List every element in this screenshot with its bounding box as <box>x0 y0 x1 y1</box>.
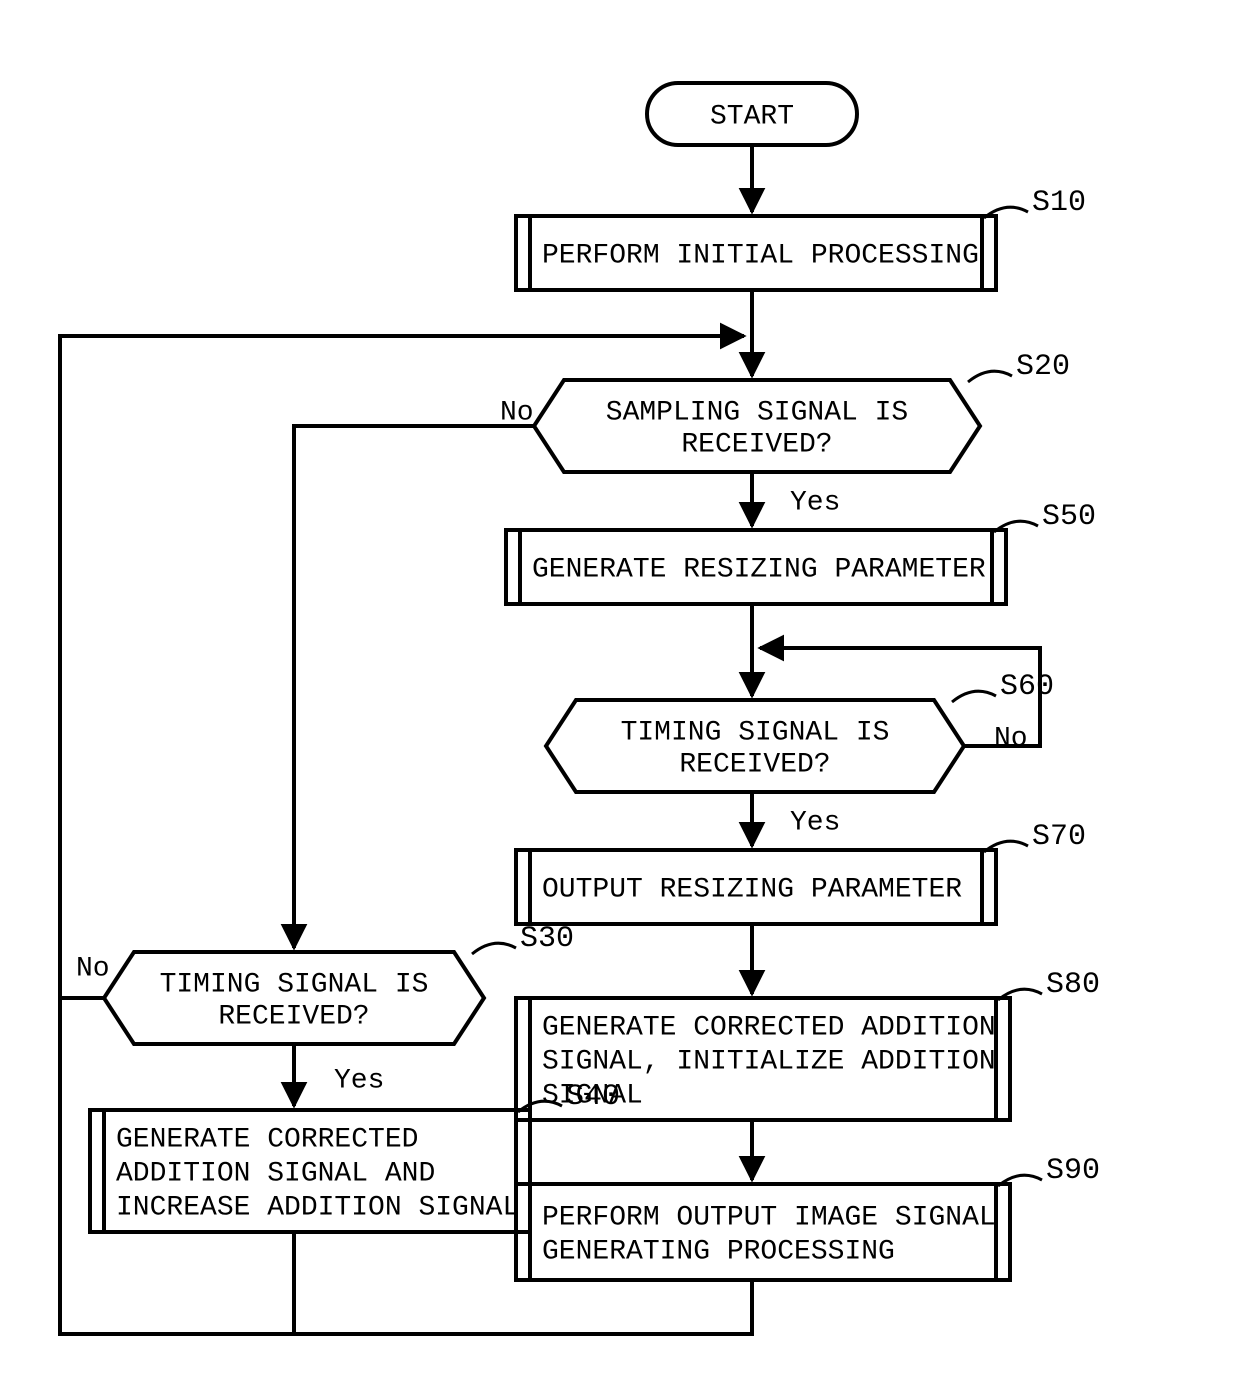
svg-text:S30: S30 <box>520 922 574 956</box>
svg-text:S90: S90 <box>1046 1154 1100 1188</box>
svg-text:S60: S60 <box>1000 670 1054 704</box>
svg-text:TIMING SIGNAL IS: TIMING SIGNAL IS <box>621 717 890 748</box>
svg-text:GENERATE CORRECTED: GENERATE CORRECTED <box>116 1124 418 1155</box>
svg-text:GENERATE CORRECTED ADDITION: GENERATE CORRECTED ADDITION <box>542 1012 996 1043</box>
svg-text:Yes: Yes <box>790 807 840 838</box>
svg-text:Yes: Yes <box>790 487 840 518</box>
svg-text:S70: S70 <box>1032 820 1086 854</box>
svg-text:S40: S40 <box>566 1080 620 1114</box>
svg-text:GENERATING PROCESSING: GENERATING PROCESSING <box>542 1236 895 1267</box>
svg-text:SIGNAL, INITIALIZE ADDITION: SIGNAL, INITIALIZE ADDITION <box>542 1046 996 1077</box>
svg-text:ADDITION SIGNAL AND: ADDITION SIGNAL AND <box>116 1158 435 1189</box>
svg-text:RECEIVED?: RECEIVED? <box>679 749 830 780</box>
svg-text:PERFORM INITIAL PROCESSING: PERFORM INITIAL PROCESSING <box>542 240 979 271</box>
svg-text:RECEIVED?: RECEIVED? <box>218 1001 369 1032</box>
svg-text:No: No <box>500 397 534 428</box>
svg-text:GENERATE RESIZING PARAMETER: GENERATE RESIZING PARAMETER <box>532 554 986 585</box>
svg-text:S20: S20 <box>1016 350 1070 384</box>
svg-text:TIMING SIGNAL IS: TIMING SIGNAL IS <box>160 969 429 1000</box>
svg-text:PERFORM OUTPUT IMAGE SIGNAL: PERFORM OUTPUT IMAGE SIGNAL <box>542 1202 996 1233</box>
svg-text:SAMPLING SIGNAL IS: SAMPLING SIGNAL IS <box>606 397 908 428</box>
svg-text:RECEIVED?: RECEIVED? <box>681 429 832 460</box>
svg-text:No: No <box>76 953 110 984</box>
svg-text:No: No <box>994 723 1028 754</box>
svg-text:START: START <box>710 101 794 132</box>
svg-text:S50: S50 <box>1042 500 1096 534</box>
svg-text:INCREASE ADDITION SIGNAL: INCREASE ADDITION SIGNAL <box>116 1192 519 1223</box>
svg-text:S80: S80 <box>1046 968 1100 1002</box>
svg-text:OUTPUT RESIZING PARAMETER: OUTPUT RESIZING PARAMETER <box>542 874 962 905</box>
svg-text:S10: S10 <box>1032 186 1086 220</box>
svg-text:Yes: Yes <box>334 1065 384 1096</box>
